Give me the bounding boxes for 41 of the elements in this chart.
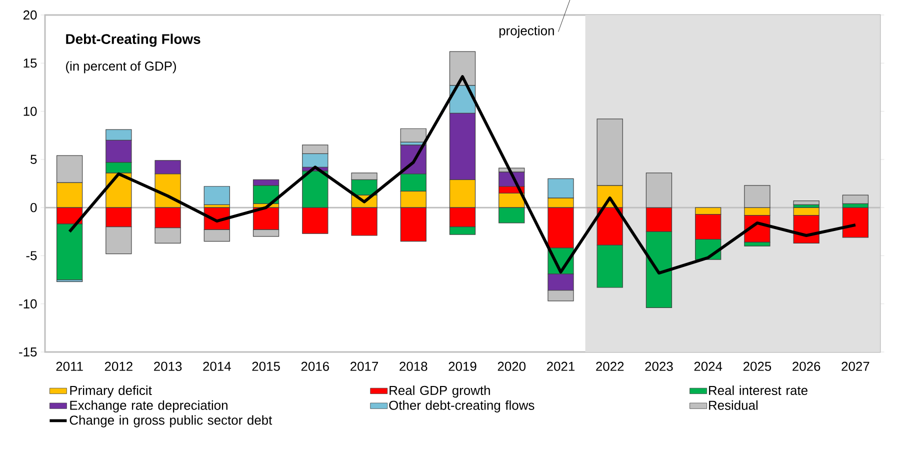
legend-label: Primary deficit <box>70 386 152 398</box>
legend-label: Exchange rate depreciation <box>70 400 228 412</box>
y-tick-label: -5 <box>26 251 37 260</box>
x-tick-label: 2026 <box>792 362 820 371</box>
x-tick-label: 2019 <box>448 362 476 371</box>
legend-label: Residual <box>709 400 758 410</box>
y-tick-label: 15 <box>24 58 37 68</box>
x-tick-label: 2021 <box>546 362 575 371</box>
y-tick-label: -10 <box>19 299 37 308</box>
legend-label: Change in gross public sector debt <box>70 415 272 428</box>
y-tick-label: -15 <box>19 347 37 357</box>
x-tick-label: 2022 <box>596 362 624 371</box>
x-tick-label: 2012 <box>104 362 132 371</box>
bar <box>400 128 426 142</box>
x-tick-label: 2025 <box>743 362 772 371</box>
x-tick-label: 2013 <box>154 362 182 371</box>
x-tick-label: 2014 <box>203 362 231 371</box>
x-tick-label: 2015 <box>252 362 280 371</box>
x-tick-label: 2017 <box>350 362 378 371</box>
band-label: projection <box>499 26 554 38</box>
legend-label: Other debt-creating flows <box>389 400 534 412</box>
line-series <box>68 75 857 275</box>
legend-label: Real interest rate <box>709 386 808 396</box>
x-tick-label: 2011 <box>56 362 83 371</box>
legend-label: Real GDP growth <box>390 386 490 398</box>
text: Debt-Creating Flows <box>66 34 200 47</box>
x-tick-label: 2024 <box>694 362 722 371</box>
x-tick-label: 2020 <box>498 362 526 371</box>
bar <box>204 186 230 205</box>
x-tick-label: 2027 <box>842 362 870 371</box>
x-tick-label: 2016 <box>301 362 329 371</box>
x-tick-label: 2023 <box>645 362 673 371</box>
y-tick-label: 10 <box>24 106 37 116</box>
y-tick-label: 20 <box>23 10 37 20</box>
bar <box>842 194 869 204</box>
text: (in percent of GDP) <box>66 61 176 74</box>
y-tick-label: 5 <box>30 154 37 164</box>
y-tick-label: 0 <box>30 202 37 212</box>
x-tick-label: 2018 <box>400 362 428 371</box>
bar <box>793 200 820 205</box>
bar <box>842 207 869 238</box>
